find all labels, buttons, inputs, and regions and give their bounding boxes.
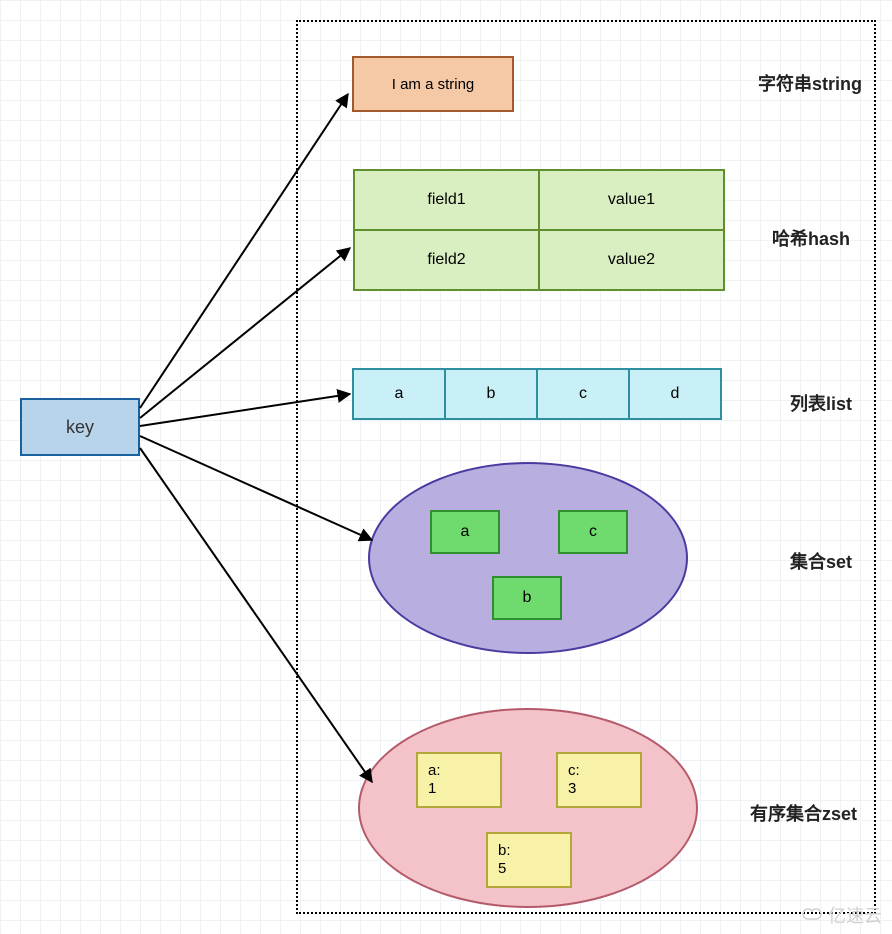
string-box: I am a string [352,56,514,112]
key-box: key [20,398,140,456]
key-label: key [66,417,94,438]
list-title: 列表list [790,390,852,416]
hash-cell: value2 [538,229,725,291]
set-title: 集合set [790,548,852,574]
list-row: abcd [354,368,722,420]
hash-title: 哈希hash [772,225,850,251]
list-cell: a [352,368,446,420]
watermark: 亿速云 [802,902,882,928]
list-cell: d [628,368,722,420]
list-cell: c [536,368,630,420]
set-node: c [558,510,628,554]
zset-node: c: 3 [556,752,642,808]
list-cell: b [444,368,538,420]
set-node: b [492,576,562,620]
set-ellipse [368,462,688,654]
string-text: I am a string [392,76,475,93]
hash-table: field1value1field2value2 [354,170,724,290]
hash-cell: field1 [353,169,540,231]
string-title: 字符串string [758,70,862,96]
hash-cell: value1 [538,169,725,231]
zset-node: b: 5 [486,832,572,888]
watermark-text: 亿速云 [828,902,882,928]
hash-cell: field2 [353,229,540,291]
set-node: a [430,510,500,554]
zset-title: 有序集合zset [750,800,857,826]
zset-node: a: 1 [416,752,502,808]
